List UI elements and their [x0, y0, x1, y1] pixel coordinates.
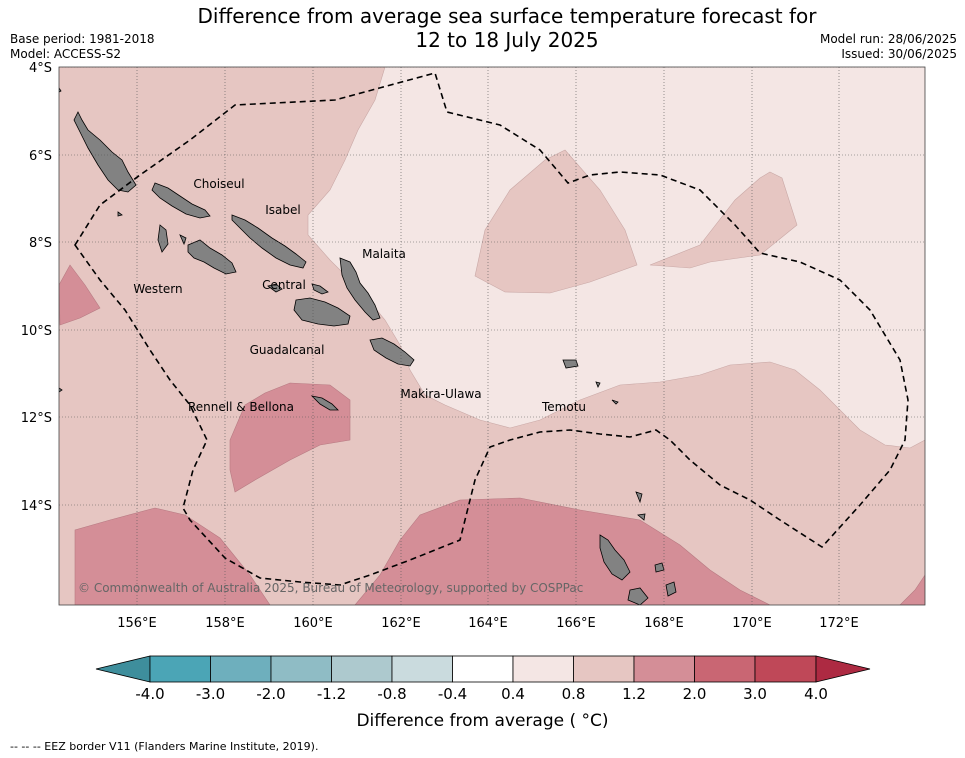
colorbar	[95, 655, 871, 683]
label-central: Central	[262, 278, 306, 292]
cbar-tick-7: 0.8	[562, 685, 586, 703]
base-period: Base period: 1981-2018	[10, 32, 155, 46]
vanuatu-islands	[599, 491, 677, 605]
temotu-islands	[562, 359, 619, 405]
guadalcanal-island	[293, 297, 351, 327]
chart-title-line1: Difference from average sea surface temp…	[197, 4, 817, 28]
lat-label-8s: 8°S	[29, 236, 52, 251]
lat-label-10s: 10°S	[21, 324, 52, 339]
province-labels: Choiseul Isabel Malaita Western Central …	[133, 177, 586, 414]
lon-label-172e: 172°E	[819, 616, 859, 631]
colorbar-bin-4	[331, 655, 393, 683]
cbar-tick-2: -2.0	[256, 685, 285, 703]
cbar-tick-5: -0.4	[438, 685, 467, 703]
label-isabel: Isabel	[265, 203, 300, 217]
label-western: Western	[133, 282, 182, 296]
meta-right: Model run: 28/06/2025 Issued: 30/06/2025	[820, 32, 957, 62]
label-makira-ulawa: Makira-Ulawa	[400, 387, 481, 401]
eez-footnote: -- -- -- EEZ border V11 (Flanders Marine…	[10, 740, 319, 753]
anomaly-fill-1.2-2.0-south	[74, 507, 271, 605]
lat-label-6s: 6°S	[29, 149, 52, 164]
colorbar-bin-9	[633, 655, 695, 683]
anomaly-fill-1.2-2.0-rennell	[229, 382, 351, 493]
longitude-labels: 156°E 158°E 160°E 162°E 164°E 166°E 168°…	[117, 616, 859, 631]
label-temotu: Temotu	[541, 400, 586, 414]
makira-island	[369, 337, 415, 367]
cbar-tick-1: -3.0	[196, 685, 225, 703]
anomaly-patch-east	[649, 171, 798, 269]
colorbar-bin-6	[452, 655, 514, 683]
lon-label-156e: 156°E	[117, 616, 157, 631]
colorbar-bin-2	[210, 655, 272, 683]
lat-label-4s: 4°S	[29, 61, 52, 76]
lon-label-162e: 162°E	[381, 616, 421, 631]
colorbar-bin-1	[149, 655, 211, 683]
anomaly-fill-1.2-2.0-southeast	[354, 497, 771, 605]
cbar-tick-11: 4.0	[804, 685, 828, 703]
colorbar-bin-5	[391, 655, 453, 683]
chart-title-line2: 12 to 18 July 2025	[415, 28, 599, 52]
anomaly-patch-central	[474, 149, 638, 294]
colorbar-bin-8	[573, 655, 635, 683]
cbar-tick-9: 2.0	[683, 685, 707, 703]
choiseul-island	[73, 111, 137, 193]
cbar-tick-3: -1.2	[317, 685, 346, 703]
map-plot-area	[59, 67, 925, 605]
cbar-tick-10: 3.0	[743, 685, 767, 703]
lat-label-14s: 14°S	[21, 499, 52, 514]
isabel-island	[151, 182, 211, 219]
lon-label-166e: 166°E	[556, 616, 596, 631]
eez-border	[74, 72, 909, 586]
cbar-tick-6: 0.4	[501, 685, 525, 703]
label-malaita: Malaita	[362, 247, 406, 261]
label-guadalcanal: Guadalcanal	[250, 343, 325, 357]
lon-label-168e: 168°E	[644, 616, 684, 631]
copyright-notice: © Commonwealth of Australia 2025, Bureau…	[78, 581, 583, 595]
colorbar-bin-10	[694, 655, 756, 683]
western-islands	[187, 239, 237, 275]
lat-label-12s: 12°S	[21, 411, 52, 426]
small-islands-west	[59, 87, 187, 393]
model-run: Model run: 28/06/2025	[819, 32, 957, 46]
lon-label-170e: 170°E	[732, 616, 772, 631]
label-choiseul: Choiseul	[193, 177, 244, 191]
model-name: Model: ACCESS-S2	[10, 47, 122, 61]
isabel-main	[231, 214, 307, 269]
lon-label-158e: 158°E	[205, 616, 245, 631]
cbar-tick-8: 1.2	[622, 685, 646, 703]
label-rennell-bellona: Rennell & Bellona	[188, 400, 294, 414]
meta-left: Base period: 1981-2018 Model: ACCESS-S2	[10, 32, 155, 62]
latitude-labels: 4°S 6°S 8°S 10°S 12°S 14°S	[21, 61, 52, 514]
colorbar-bin-7	[512, 655, 574, 683]
cbar-tick-4: -0.8	[377, 685, 406, 703]
cbar-tick-0: -4.0	[135, 685, 164, 703]
lon-label-164e: 164°E	[468, 616, 508, 631]
map-frame	[58, 66, 926, 606]
graticule	[59, 67, 925, 605]
rennell-island	[310, 395, 339, 411]
anomaly-fill-1.2-2.0-west	[59, 264, 101, 326]
colorbar-label: Difference from average ( °C)	[356, 711, 609, 731]
issued-date: Issued: 30/06/2025	[841, 47, 957, 61]
colorbar-extend-low	[95, 655, 151, 683]
colorbar-extend-high	[815, 655, 871, 683]
lon-label-160e: 160°E	[293, 616, 333, 631]
colorbar-bin-3	[270, 655, 332, 683]
anomaly-fill-1.2-2.0-far-east	[899, 574, 925, 605]
colorbar-bin-11	[754, 655, 817, 683]
malaita-island	[339, 257, 381, 321]
land-masses	[59, 87, 677, 605]
colorbar-ticks: -4.0 -3.0 -2.0 -1.2 -0.8 -0.4 0.4 0.8 1.…	[135, 685, 828, 703]
